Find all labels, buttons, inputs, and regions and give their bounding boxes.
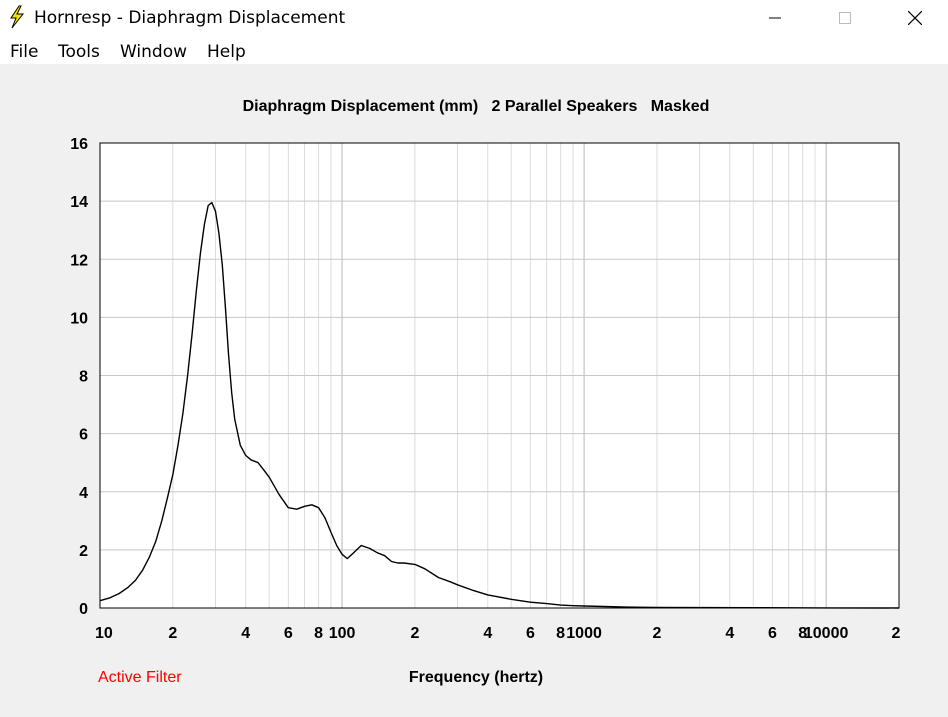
x-tick-label: 6 [526, 625, 535, 642]
y-tick-label: 14 [70, 194, 88, 211]
menu-help[interactable]: Help [207, 42, 246, 62]
x-tick-label: 4 [241, 625, 250, 642]
x-tick-label: 2 [168, 625, 177, 642]
minimize-icon [769, 17, 781, 19]
x-tick-label: 10 [95, 625, 113, 642]
y-tick-label: 4 [79, 485, 88, 502]
lightning-icon [10, 5, 25, 29]
menu-bar: File Tools Window Help [0, 36, 948, 64]
plot-border [99, 142, 900, 609]
active-filter-label: Active Filter [98, 669, 182, 686]
menu-window[interactable]: Window [120, 42, 188, 62]
x-tick-label: 6 [768, 625, 777, 642]
x-tick-label: 4 [483, 625, 492, 642]
chart-area: 0 2 4 6 8 10 12 14 16 10 2 4 6 8 100 2 4 6 8 1000 2 4 6 8 10000 2… [0, 64, 948, 712]
menu-tools[interactable]: Tools [58, 42, 100, 62]
y-tick-label: 16 [70, 136, 88, 153]
maximize-button[interactable] [822, 0, 868, 36]
x-tick-label: 2 [892, 625, 901, 642]
x-tick-label: 4 [725, 625, 734, 642]
x-tick-label: 2 [653, 625, 662, 642]
series-line-displacement [99, 201, 900, 609]
x-tick-label: 6 [284, 625, 293, 642]
y-tick-label: 2 [79, 543, 88, 560]
x-tick-label: 10000 [804, 625, 849, 642]
x-tick-label: 8 [556, 625, 565, 642]
y-tick-label: 10 [70, 310, 88, 327]
x-tick-label: 1000 [566, 625, 602, 642]
chart-title: Diaphragm Displacement (mm) 2 Parallel S… [243, 98, 710, 115]
x-tick-label: 2 [410, 625, 419, 642]
x-tick-label: 100 [329, 625, 356, 642]
y-tick-label: 6 [79, 427, 88, 444]
y-tick-label: 12 [70, 252, 88, 269]
title-bar: Hornresp - Diaphragm Displacement [0, 0, 948, 36]
maximize-icon [839, 12, 851, 24]
y-tick-label: 0 [79, 601, 88, 618]
x-tick-label: 8 [798, 625, 807, 642]
close-button[interactable] [892, 0, 938, 36]
window-title: Hornresp - Diaphragm Displacement [34, 8, 346, 28]
x-axis-label: Frequency (hertz) [409, 669, 543, 686]
y-tick-label: 8 [79, 369, 88, 386]
minimize-button[interactable] [752, 0, 798, 36]
x-tick-label: 8 [314, 625, 323, 642]
close-icon [908, 11, 922, 25]
menu-file[interactable]: File [10, 42, 39, 62]
